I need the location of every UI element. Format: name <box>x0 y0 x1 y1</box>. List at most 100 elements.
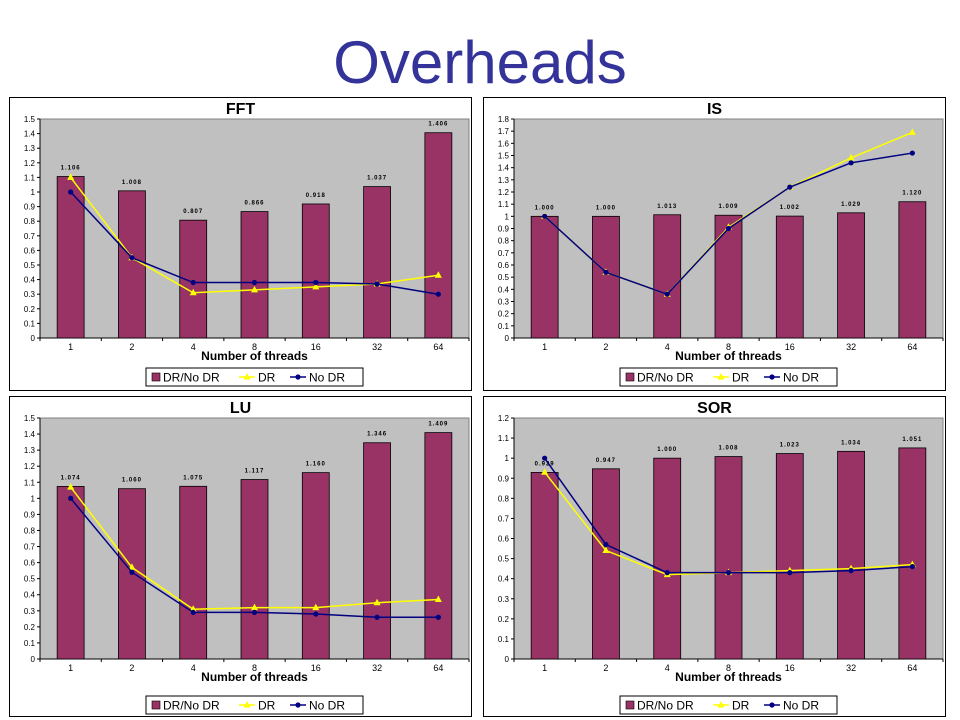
bar <box>530 215 559 339</box>
y-tick-label: 1.5 <box>498 152 510 161</box>
x-tick-label: 64 <box>907 663 917 673</box>
legend-marker-no-dr <box>295 702 301 708</box>
chart-lu: LU 0 0.1 0.2 0.3 0.4 0.5 0.6 0.7 0.8 0.9 1 1.1 1.2 1.3… <box>9 396 472 717</box>
y-tick-label: 1.4 <box>498 164 510 173</box>
no-dr-point <box>374 281 380 287</box>
legend-marker-dr <box>717 373 725 380</box>
y-tick-label: 0.2 <box>24 623 36 632</box>
y-tick-label: 1.2 <box>24 462 36 471</box>
y-tick-label: 0 <box>505 655 510 664</box>
bar <box>424 132 453 339</box>
dr-point <box>541 468 549 475</box>
y-tick-label: 0.6 <box>498 261 510 270</box>
y-tick-label: 1.5 <box>24 414 36 423</box>
legend-marker-dr <box>717 701 725 708</box>
legend-label: No DR <box>309 699 345 713</box>
bar-data-label: 0.866 <box>244 201 264 207</box>
y-tick-label: 1.2 <box>498 188 510 197</box>
legend-marker-dr <box>243 701 251 708</box>
y-tick-label: 1.3 <box>24 446 36 455</box>
bar <box>592 468 620 660</box>
bar-data-label: 1.034 <box>841 440 861 446</box>
y-tick-label: 1 <box>505 454 510 463</box>
y-tick-label: 1.8 <box>498 115 510 124</box>
bar-data-label: 1.013 <box>657 204 677 210</box>
y-tick-label: 1.1 <box>498 434 510 443</box>
dr-point <box>67 483 75 490</box>
bar-data-label: 1.409 <box>428 422 448 428</box>
y-tick-label: 0.8 <box>24 526 36 535</box>
x-tick-label: 64 <box>433 342 443 352</box>
y-tick-label: 0.4 <box>24 591 36 600</box>
bar-data-label: 1.117 <box>245 469 265 475</box>
x-axis-title: Number of threads <box>201 670 308 684</box>
y-tick-label: 0.8 <box>24 217 36 226</box>
y-tick-label: 0.7 <box>498 249 510 258</box>
no-dr-point <box>909 150 915 156</box>
bar-data-label: 1.023 <box>780 443 800 449</box>
bar-data-label: 1.074 <box>61 475 81 481</box>
x-axis-title: Number of threads <box>675 349 782 363</box>
no-dr-point <box>251 609 258 616</box>
legend: DR/No DR DR No DR <box>619 695 838 715</box>
slide-title: Overheads <box>333 29 627 96</box>
no-dr-point <box>68 495 74 501</box>
y-tick-label: 0.2 <box>498 310 510 319</box>
no-dr-point <box>848 568 854 574</box>
y-tick-label: 0 <box>31 655 36 664</box>
x-tick-label: 1 <box>68 663 73 673</box>
y-tick-label: 0.4 <box>498 575 510 584</box>
y-tick-label: 1.1 <box>24 478 36 487</box>
x-tick-label: 16 <box>785 342 795 352</box>
dr-point <box>189 605 197 612</box>
dr-point <box>434 271 442 278</box>
x-tick-label: 1 <box>68 342 73 352</box>
dr-point <box>312 603 320 611</box>
dr-point <box>312 282 320 290</box>
bar-data-label: 1.346 <box>367 432 387 438</box>
chart-panel-is: IS 0 0.1 0.2 0.3 0.4 0.5 0.6 0.7 0.8 0.9 1 1.1 1.2 1.3… <box>483 97 946 391</box>
legend-marker-no-dr <box>769 374 775 380</box>
y-tick-label: 1.7 <box>498 127 510 136</box>
y-tick-label: 1.4 <box>24 430 36 439</box>
chart-title: LU <box>230 400 251 417</box>
x-tick-label: 16 <box>311 342 321 352</box>
bar-data-label: 1.075 <box>183 475 203 481</box>
x-tick-label: 32 <box>372 663 382 673</box>
y-tick-label: 1.2 <box>24 159 36 168</box>
chart-title: FFT <box>226 101 256 118</box>
y-tick-label: 0.5 <box>498 555 510 564</box>
y-tick-label: 1.3 <box>498 176 510 185</box>
x-tick-label: 64 <box>433 663 443 673</box>
x-tick-label: 8 <box>726 663 731 673</box>
x-tick-label: 16 <box>785 663 795 673</box>
legend: DR/No DR DR No DR <box>619 367 838 387</box>
y-tick-label: 1.1 <box>498 200 510 209</box>
no-dr-point <box>603 541 609 548</box>
bar-data-label: 1.037 <box>367 176 387 182</box>
dr-point <box>128 563 136 570</box>
x-tick-label: 16 <box>311 663 321 673</box>
no-dr-point <box>68 189 74 195</box>
no-dr-point <box>129 569 135 575</box>
bar-data-label: 0.929 <box>535 461 555 467</box>
x-axis-title: Number of threads <box>201 349 308 363</box>
x-tick-label: 32 <box>372 342 382 352</box>
bar <box>424 432 453 660</box>
y-tick-label: 0.8 <box>498 237 510 246</box>
bar <box>775 215 804 339</box>
bar <box>240 211 269 339</box>
bar-data-label: 1.160 <box>306 462 326 468</box>
dr-point <box>251 603 258 611</box>
y-tick-label: 1 <box>31 188 36 197</box>
bar <box>592 215 620 339</box>
y-tick-label: 0.3 <box>24 607 36 616</box>
bar <box>837 212 865 339</box>
chart-panel-lu: LU 0 0.1 0.2 0.3 0.4 0.5 0.6 0.7 0.8 0.9 1 1.1 1.2 1.3… <box>9 396 472 717</box>
x-tick-label: 4 <box>665 342 670 352</box>
legend-label: DR <box>258 699 276 713</box>
legend-swatch-bar <box>151 700 161 710</box>
legend-label: DR <box>732 699 750 713</box>
bar-data-label: 1.060 <box>122 478 142 484</box>
dr-point <box>189 288 197 296</box>
